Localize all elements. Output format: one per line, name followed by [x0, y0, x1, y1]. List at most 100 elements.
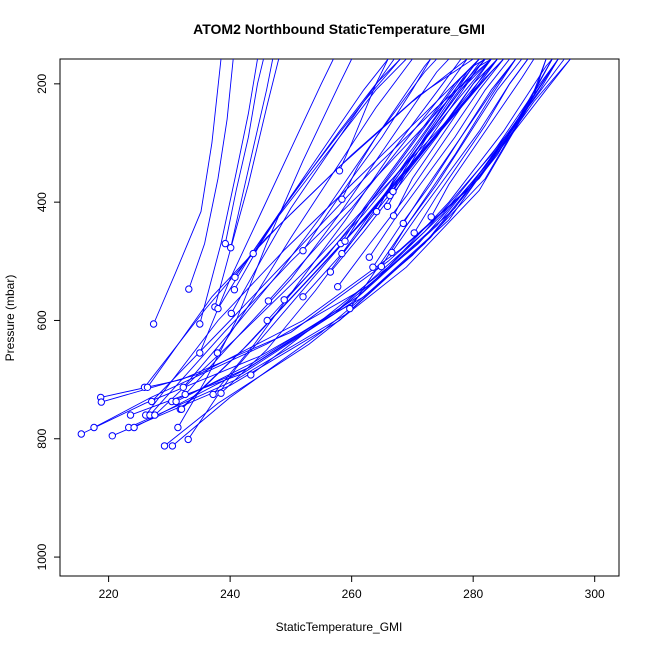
data-point-40 — [263, 316, 271, 325]
data-point-57 — [383, 202, 392, 211]
data-point-23 — [181, 390, 189, 399]
data-point-25 — [185, 285, 193, 293]
x-axis-label: StaticTemperature_GMI — [276, 620, 403, 634]
series-line-26 — [199, 59, 258, 325]
data-point-7 — [130, 423, 138, 432]
series-line-31 — [217, 59, 413, 354]
data-point-39 — [249, 249, 257, 258]
data-point-64 — [427, 213, 435, 221]
data-point-49 — [338, 249, 346, 258]
data-point-61 — [388, 248, 396, 257]
data-point-22 — [179, 383, 188, 391]
series-line-56 — [381, 59, 523, 267]
series-layer — [77, 59, 571, 450]
series-line-22 — [182, 59, 438, 388]
series-line-52 — [349, 59, 517, 309]
data-point-36 — [230, 286, 239, 294]
x-tick-label: 280 — [463, 587, 483, 601]
series-line-23 — [184, 59, 450, 395]
chart-title: ATOM2 Northbound StaticTemperature_GMI — [193, 21, 485, 37]
series-line-33 — [224, 59, 264, 244]
series-line-32 — [217, 59, 389, 309]
data-point-6 — [126, 411, 135, 419]
series-line-46 — [337, 59, 504, 287]
series-line-37 — [234, 59, 407, 278]
data-point-33 — [221, 239, 230, 248]
series-line-6 — [130, 59, 559, 416]
series-line-45 — [330, 59, 498, 273]
data-point-1 — [90, 423, 98, 432]
data-point-27 — [196, 349, 204, 357]
data-point-41 — [264, 297, 273, 305]
data-point-50 — [338, 195, 346, 203]
data-point-3 — [97, 398, 106, 406]
series-line-39 — [252, 59, 401, 254]
series-line-54 — [372, 59, 517, 268]
data-point-63 — [410, 229, 418, 237]
series-line-28 — [212, 59, 462, 395]
series-line-48 — [340, 59, 480, 244]
series-line-43 — [302, 59, 492, 298]
data-point-53 — [365, 253, 373, 261]
series-line-55 — [376, 59, 480, 212]
series-line-30 — [214, 59, 280, 308]
data-point-31 — [213, 349, 222, 357]
series-line-24 — [187, 59, 498, 440]
series-line-25 — [188, 59, 234, 290]
series-line-41 — [268, 59, 468, 302]
data-point-47 — [335, 167, 344, 175]
data-point-55 — [372, 207, 381, 216]
x-tick-label: 260 — [342, 587, 362, 601]
y-tick-label: 600 — [35, 310, 49, 330]
series-line-3 — [101, 59, 571, 403]
series-line-35 — [230, 59, 401, 314]
series-line-57 — [387, 59, 492, 207]
series-line-10 — [145, 59, 480, 416]
series-line-9 — [147, 59, 474, 388]
series-line-19 — [177, 59, 353, 428]
y-tick-label: 800 — [35, 428, 49, 448]
series-line-51 — [344, 59, 480, 242]
y-axis-label: Pressure (mbar) — [3, 275, 17, 362]
series-line-1 — [93, 59, 553, 428]
data-point-29 — [217, 389, 225, 397]
series-line-16 — [172, 59, 547, 447]
x-tick-label: 220 — [99, 587, 119, 601]
data-point-60 — [389, 212, 398, 220]
series-line-60 — [393, 59, 498, 217]
data-point-32 — [214, 304, 222, 313]
series-line-63 — [413, 59, 529, 234]
y-tick-label: 400 — [35, 192, 49, 212]
data-point-34 — [227, 244, 235, 252]
data-point-59 — [389, 187, 397, 196]
data-point-42 — [280, 296, 288, 304]
series-line-14 — [153, 59, 222, 325]
data-point-43 — [299, 293, 307, 301]
series-line-12 — [151, 59, 492, 402]
x-tick-label: 300 — [585, 587, 605, 601]
data-point-19 — [174, 423, 182, 432]
data-point-37 — [231, 273, 239, 281]
series-line-44 — [302, 59, 431, 251]
x-tick-label: 240 — [220, 587, 240, 601]
data-point-56 — [377, 262, 386, 271]
data-point-4 — [108, 432, 117, 440]
data-point-52 — [346, 304, 354, 313]
data-point-62 — [399, 219, 407, 228]
data-point-54 — [369, 263, 377, 271]
data-point-26 — [196, 320, 204, 328]
y-tick-label: 200 — [35, 74, 49, 94]
data-point-12 — [148, 397, 156, 406]
x-axis: 220 240 260 280 300 — [99, 575, 605, 601]
series-line-34 — [230, 59, 274, 248]
series-line-18 — [175, 59, 559, 402]
series-line-38 — [250, 59, 553, 376]
data-point-24 — [184, 435, 192, 444]
data-point-46 — [334, 283, 342, 291]
data-point-14 — [149, 320, 158, 328]
data-point-45 — [326, 268, 335, 276]
data-point-15 — [160, 442, 169, 450]
data-point-38 — [247, 371, 255, 379]
y-tick-label: 1000 — [35, 543, 49, 570]
